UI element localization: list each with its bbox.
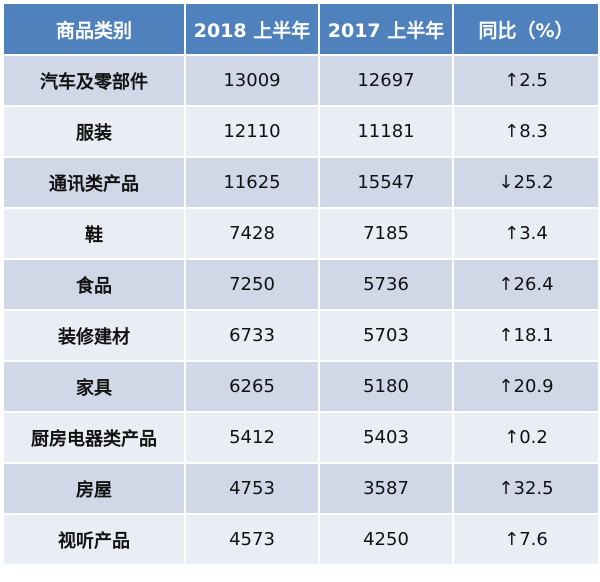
table-row: 鞋 7428 7185 ↑3.4 [2, 207, 600, 260]
cell-category: 通讯类产品 [2, 156, 186, 209]
table-row: 视听产品 4573 4250 ↑7.6 [2, 513, 600, 566]
cell-yoy: ↑0.2 [452, 411, 600, 464]
cell-2017: 12697 [318, 54, 454, 107]
table-row: 装修建材 6733 5703 ↑18.1 [2, 309, 600, 362]
header-yoy: 同比（%） [452, 2, 600, 56]
header-2018: 2018 上半年 [184, 2, 320, 56]
cell-2018: 6265 [184, 360, 320, 413]
header-category: 商品类别 [2, 2, 186, 56]
table-row: 通讯类产品 11625 15547 ↓25.2 [2, 156, 600, 209]
cell-2018: 7250 [184, 258, 320, 311]
cell-category: 房屋 [2, 462, 186, 515]
cell-category: 厨房电器类产品 [2, 411, 186, 464]
cell-2018: 5412 [184, 411, 320, 464]
table-header: 商品类别 2018 上半年 2017 上半年 同比（%） [2, 2, 600, 56]
cell-2017: 4250 [318, 513, 454, 566]
cell-2018: 4753 [184, 462, 320, 515]
cell-category: 家具 [2, 360, 186, 413]
cell-2018: 7428 [184, 207, 320, 260]
cell-yoy: ↑18.1 [452, 309, 600, 362]
cell-2018: 6733 [184, 309, 320, 362]
table-row: 厨房电器类产品 5412 5403 ↑0.2 [2, 411, 600, 464]
cell-yoy: ↑26.4 [452, 258, 600, 311]
cell-category: 装修建材 [2, 309, 186, 362]
cell-yoy: ↓25.2 [452, 156, 600, 209]
cell-category: 鞋 [2, 207, 186, 260]
cell-yoy: ↑8.3 [452, 105, 600, 158]
table-row: 房屋 4753 3587 ↑32.5 [2, 462, 600, 515]
cell-category: 视听产品 [2, 513, 186, 566]
cell-yoy: ↑7.6 [452, 513, 600, 566]
cell-category: 食品 [2, 258, 186, 311]
cell-yoy: ↑2.5 [452, 54, 600, 107]
cell-2018: 4573 [184, 513, 320, 566]
cell-2017: 15547 [318, 156, 454, 209]
cell-2017: 3587 [318, 462, 454, 515]
cell-2018: 12110 [184, 105, 320, 158]
cell-yoy: ↑32.5 [452, 462, 600, 515]
table-row: 食品 7250 5736 ↑26.4 [2, 258, 600, 311]
cell-2017: 11181 [318, 105, 454, 158]
header-2017: 2017 上半年 [318, 2, 454, 56]
category-comparison-table: 商品类别 2018 上半年 2017 上半年 同比（%） 汽车及零部件 1300… [2, 2, 600, 566]
table-row: 汽车及零部件 13009 12697 ↑2.5 [2, 54, 600, 107]
cell-2017: 7185 [318, 207, 454, 260]
cell-yoy: ↑20.9 [452, 360, 600, 413]
cell-2018: 13009 [184, 54, 320, 107]
cell-2017: 5736 [318, 258, 454, 311]
cell-2017: 5180 [318, 360, 454, 413]
cell-category: 服装 [2, 105, 186, 158]
cell-category: 汽车及零部件 [2, 54, 186, 107]
table-row: 家具 6265 5180 ↑20.9 [2, 360, 600, 413]
cell-2018: 11625 [184, 156, 320, 209]
cell-2017: 5403 [318, 411, 454, 464]
table-body: 汽车及零部件 13009 12697 ↑2.5 服装 12110 11181 ↑… [2, 54, 600, 566]
cell-yoy: ↑3.4 [452, 207, 600, 260]
table-row: 服装 12110 11181 ↑8.3 [2, 105, 600, 158]
cell-2017: 5703 [318, 309, 454, 362]
header-row: 商品类别 2018 上半年 2017 上半年 同比（%） [2, 2, 600, 56]
